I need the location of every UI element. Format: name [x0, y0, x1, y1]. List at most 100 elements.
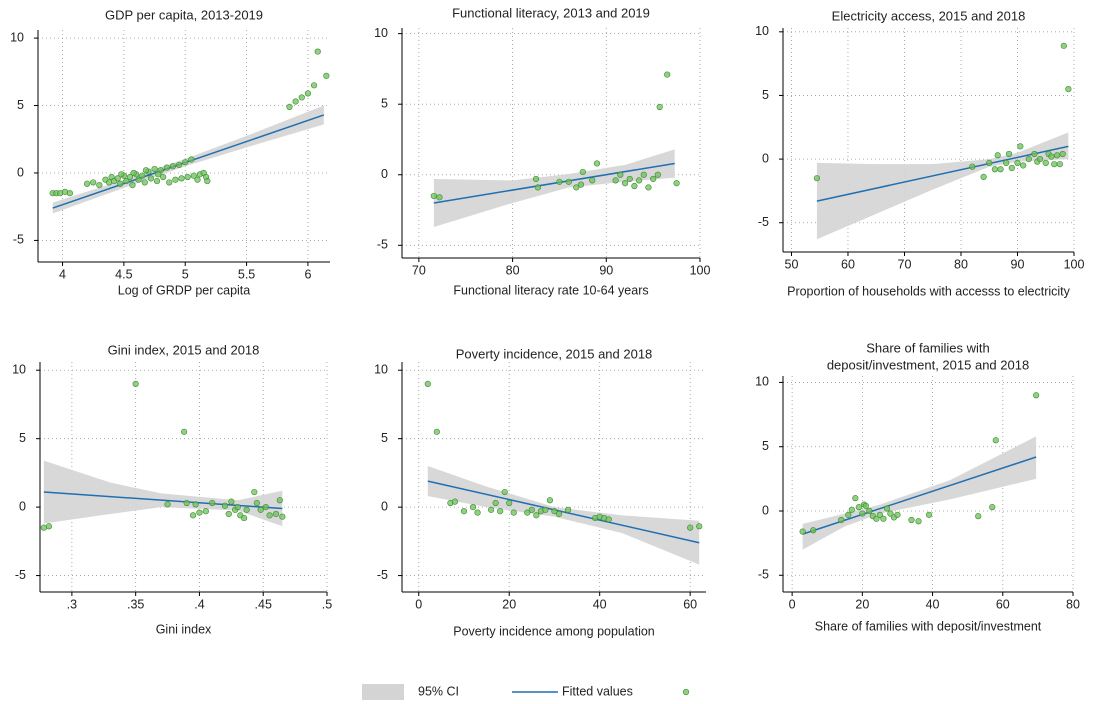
scatter-point [194, 176, 201, 183]
x-tick-label: 0 [789, 597, 796, 611]
y-tick-label: -5 [377, 238, 388, 252]
scatter-point [524, 509, 531, 516]
confidence-band [433, 149, 675, 227]
scatter-point [160, 173, 167, 181]
scatter-point [155, 171, 162, 178]
scatter-point [1059, 150, 1066, 158]
scatter-point [430, 192, 437, 200]
scatter-point [573, 184, 580, 191]
scatter-point [172, 176, 179, 183]
y-tick-label: 10 [755, 24, 769, 38]
x-axis-label: Proportion of households with accesss to… [787, 284, 1071, 298]
scatter-point [533, 512, 540, 519]
scatter-point [621, 180, 629, 187]
x-tick-label: 60 [996, 597, 1010, 611]
scatter-point [286, 103, 293, 110]
scatter-point [169, 163, 177, 170]
x-tick-label: 5.5 [238, 267, 255, 281]
x-tick-label: .4 [194, 597, 204, 611]
chart-title: deposit/investment, 2015 and 2018 [827, 357, 1029, 372]
confidence-band [802, 436, 1037, 550]
x-axis-label: Functional literacy rate 10-64 years [453, 283, 648, 297]
scatter-point [876, 511, 884, 518]
y-tick-label: 10 [374, 26, 388, 40]
scatter-point [251, 488, 258, 496]
scatter-point [66, 190, 73, 197]
y-tick-label: 0 [762, 503, 769, 517]
scatter-point [848, 506, 855, 513]
scatter-point [130, 169, 137, 177]
scatter-point [626, 175, 633, 183]
x-tick-label: 40 [926, 597, 940, 611]
x-tick-label: 0 [415, 597, 422, 611]
scatter-point [1005, 150, 1013, 158]
scatter-point [1056, 161, 1063, 168]
scatter-point [266, 512, 273, 519]
y-tick-label: -5 [13, 233, 24, 247]
scatter-point [859, 510, 866, 517]
y-tick-label: 5 [19, 431, 26, 445]
scatter-point [253, 499, 260, 507]
scatter-point [501, 488, 508, 496]
scatter-point [852, 495, 859, 502]
scatter-point [202, 508, 209, 515]
scatter-point [469, 504, 477, 511]
scatter-point [141, 179, 148, 186]
legend-swatch [682, 688, 690, 696]
scatter-point [989, 504, 996, 511]
scatter-point [551, 508, 558, 515]
scatter-point [118, 171, 125, 178]
scatter-point [209, 499, 216, 507]
scatter-point [298, 94, 305, 101]
chart-title: Poverty incidence, 2015 and 2018 [456, 346, 653, 361]
scatter-point [178, 175, 185, 182]
scatter-point [908, 516, 915, 524]
x-tick-label: .35 [127, 597, 144, 611]
y-tick-label: 0 [381, 499, 388, 513]
x-tick-label: 4 [59, 267, 66, 281]
scatter-point [887, 510, 894, 517]
x-tick-label: 20 [502, 597, 516, 611]
legend-label: 95% CI [418, 684, 459, 698]
scatter-point [799, 528, 806, 535]
chart-title: Gini index, 2015 and 2018 [108, 342, 260, 357]
scatter-point [1025, 155, 1032, 163]
scatter-point [556, 178, 563, 185]
scatter-point [228, 498, 235, 505]
scatter-point [123, 177, 130, 185]
fitted-line [433, 162, 675, 204]
scatter-point [980, 173, 987, 181]
scatter-point [181, 428, 188, 435]
y-tick-label: 5 [762, 88, 769, 102]
scatter-point [650, 175, 657, 183]
y-tick-label: 10 [755, 375, 769, 389]
scatter-point [433, 428, 440, 435]
x-tick-label: 100 [1064, 257, 1085, 271]
confidence-band [427, 466, 700, 565]
scatter-point [873, 515, 880, 522]
y-tick-label: -5 [758, 568, 769, 582]
x-tick-label: .5 [322, 597, 332, 611]
scatter-point [1008, 164, 1015, 172]
scatter-point [631, 182, 638, 190]
scatter-point [188, 156, 195, 163]
scatter-point [492, 499, 499, 507]
scatter-point [640, 171, 647, 178]
scatter-point [664, 71, 671, 78]
scatter-point [117, 180, 124, 187]
scatter-point [838, 516, 845, 524]
scatter-point [1017, 143, 1024, 150]
scatter-point [577, 181, 585, 188]
scatter-point [994, 152, 1001, 159]
scatter-point [304, 90, 312, 97]
scatter-point [1020, 162, 1027, 169]
scatter-point [810, 527, 817, 534]
scatter-point [279, 513, 286, 520]
scatter-point [243, 506, 250, 513]
y-tick-label: 0 [762, 151, 769, 165]
scatter-point [1051, 161, 1058, 168]
scatter-point [564, 506, 572, 513]
scatter-point [528, 506, 535, 513]
x-tick-label: 90 [1011, 257, 1025, 271]
x-tick-label: 80 [506, 263, 520, 277]
